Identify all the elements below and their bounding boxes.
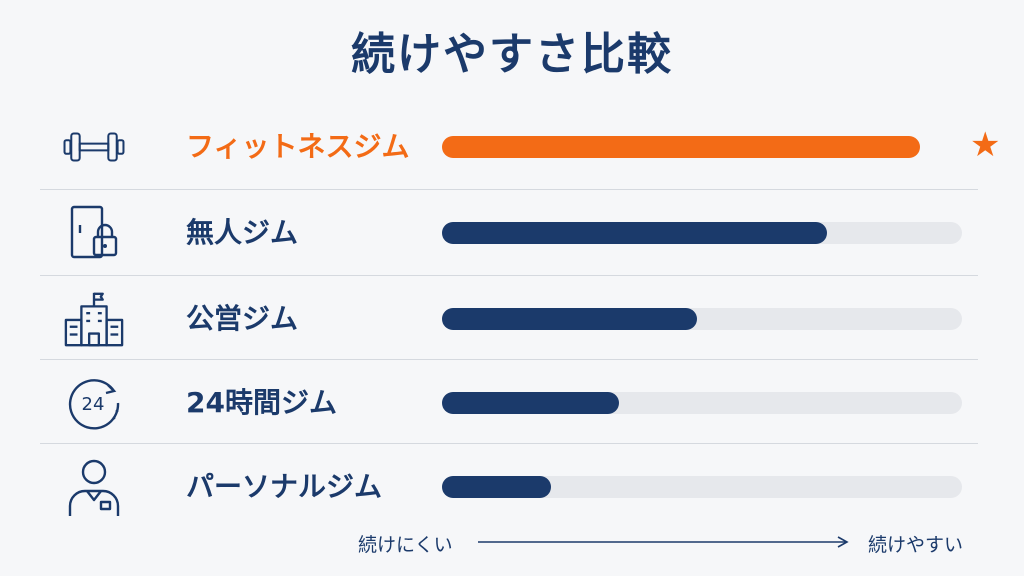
star-icon: ★ (970, 125, 1001, 165)
bar-track (442, 222, 962, 244)
bar (442, 136, 921, 158)
divider (40, 443, 978, 444)
door-lock-icon (62, 203, 126, 263)
axis-label-left: 続けにくい (358, 534, 453, 556)
bar-label: パーソナルジム (186, 470, 383, 503)
bar (442, 476, 552, 498)
divider (40, 275, 978, 276)
divider (40, 189, 978, 190)
bar-label: フィットネスジム (186, 130, 410, 163)
bar (442, 392, 619, 414)
svg-text:24: 24 (82, 394, 105, 415)
bar-label: 無人ジム (186, 216, 299, 249)
bar-row-unmanned-gym: 無人ジム (40, 191, 978, 275)
bar (442, 222, 827, 244)
trainer-icon (62, 457, 126, 517)
bar-row-public-gym: 公営ジム (40, 277, 978, 361)
divider (40, 359, 978, 360)
bar-track (442, 136, 962, 158)
dumbbell-icon (62, 117, 126, 177)
chart-title: 続けやすさ比較 (351, 29, 673, 80)
bar-row-fitness-gym: フィットネスジム ★ (40, 105, 1000, 189)
clock-24-icon: 24 (62, 373, 126, 433)
building-icon (62, 289, 126, 349)
bar-label: 公営ジム (186, 302, 299, 335)
arrow-right-icon (478, 534, 850, 550)
bar-row-personal-gym: パーソナルジム (40, 445, 978, 529)
bar-row-24h-gym: 24 24時間ジム (40, 361, 978, 445)
bar-label: 24時間ジム (186, 386, 337, 419)
bar-track (442, 392, 962, 414)
bar (442, 308, 697, 330)
bar-track (442, 476, 962, 498)
axis-label-right: 続けやすい (868, 534, 964, 556)
bar-track (442, 308, 962, 330)
